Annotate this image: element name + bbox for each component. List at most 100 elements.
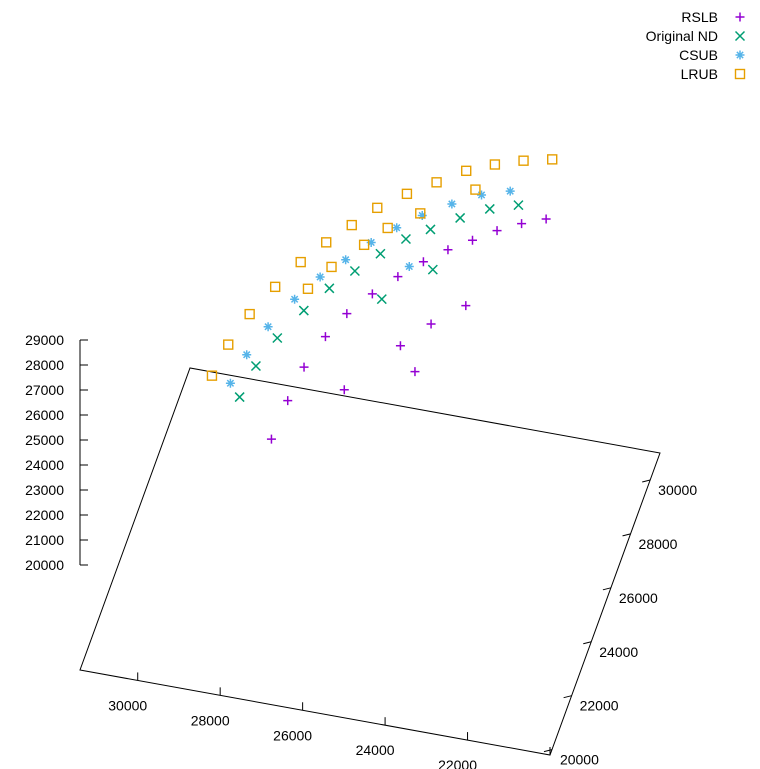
data-point — [513, 200, 524, 211]
data-point — [470, 184, 481, 195]
data-point — [375, 248, 386, 259]
data-point — [272, 332, 283, 344]
y-tick-mark — [563, 695, 572, 699]
z-tick-label: 25000 — [25, 432, 64, 448]
data-point — [358, 239, 370, 251]
data-point — [443, 245, 453, 255]
data-point — [431, 177, 442, 188]
data-point — [426, 319, 436, 329]
data-point — [489, 159, 501, 170]
data-point — [401, 188, 413, 200]
z-tick-label: 20000 — [25, 557, 64, 573]
data-point — [339, 385, 349, 395]
z-tick-label: 27000 — [25, 382, 64, 398]
y-tick-label: 22000 — [580, 698, 619, 714]
data-point — [427, 264, 438, 275]
data-point — [404, 261, 414, 271]
data-point — [321, 237, 332, 248]
z-tick-label: 29000 — [25, 332, 64, 348]
data-point — [477, 190, 487, 200]
data-point — [341, 255, 351, 265]
data-point — [392, 223, 402, 233]
data-point — [234, 392, 245, 403]
data-point — [505, 186, 515, 196]
axes-frame — [79, 340, 661, 756]
y-tick-label: 26000 — [619, 590, 658, 606]
data-point — [467, 235, 477, 245]
data-point — [484, 203, 495, 214]
data-point — [283, 396, 293, 406]
data-point — [518, 155, 529, 166]
y-tick-mark — [642, 479, 651, 483]
data-point — [547, 154, 558, 165]
z-tick-label: 22000 — [25, 507, 64, 523]
series-csub — [225, 186, 515, 388]
y-tick-label: 24000 — [599, 644, 638, 660]
data-point — [269, 281, 281, 293]
data-point — [410, 367, 420, 377]
data-point — [290, 294, 300, 304]
x-tick-label: 28000 — [191, 712, 230, 728]
data-point — [346, 219, 357, 231]
series-original-nd — [234, 200, 524, 403]
y-tick-label: 28000 — [639, 536, 678, 552]
data-point — [415, 208, 426, 219]
data-point — [395, 341, 405, 351]
data-point — [223, 339, 234, 350]
data-point — [298, 305, 309, 316]
legend-label: LRUB — [681, 66, 718, 82]
z-tick-label: 28000 — [25, 357, 64, 373]
data-point — [372, 202, 383, 214]
data-point — [242, 350, 252, 360]
data-point — [324, 283, 335, 294]
legend-marker — [735, 12, 745, 22]
x-tick-label: 26000 — [273, 727, 312, 743]
data-point — [492, 226, 502, 236]
data-point — [225, 378, 235, 388]
data-point — [295, 256, 306, 268]
data-point — [250, 360, 261, 372]
data-point — [266, 434, 276, 444]
data-point — [400, 233, 411, 245]
data-point — [263, 322, 273, 332]
z-tick-label: 24000 — [25, 457, 64, 473]
data-point — [447, 199, 457, 209]
y-tick-label: 20000 — [560, 752, 599, 768]
data-point — [418, 257, 428, 267]
data-point — [299, 362, 309, 372]
z-tick-label: 23000 — [25, 482, 64, 498]
x-tick-label: 24000 — [356, 742, 395, 758]
data-point — [302, 283, 314, 294]
z-tick-label: 21000 — [25, 532, 64, 548]
legend: RSLB Original ND CSUB LRUB — [646, 9, 746, 82]
legend-label: CSUB — [679, 47, 718, 63]
data-point — [349, 266, 360, 277]
data-point — [425, 224, 436, 235]
y-tick-label: 30000 — [658, 482, 697, 498]
y-tick-mark — [543, 749, 553, 753]
y-tick-mark — [583, 641, 592, 645]
data-point — [382, 222, 393, 234]
data-point — [367, 289, 377, 299]
data-point — [541, 214, 551, 224]
x-tick-label: 30000 — [108, 697, 147, 713]
data-point — [315, 272, 325, 282]
y-tick-mark — [602, 587, 612, 591]
tick-marks: 20000 21000 22000 23000 24000 25000 26000 27000… — [25, 332, 697, 769]
legend-label: RSLB — [681, 9, 718, 25]
series-lrub — [206, 154, 558, 381]
series-rslb — [266, 214, 551, 444]
x-tick-label: 22000 — [438, 757, 477, 769]
data-point — [342, 309, 352, 319]
data-point — [376, 294, 387, 305]
data-point — [517, 219, 527, 229]
legend-marker — [734, 30, 746, 42]
data-point — [393, 272, 403, 282]
data-point — [417, 210, 427, 220]
data-point — [366, 237, 376, 247]
z-tick-label: 26000 — [25, 407, 64, 423]
legend-marker — [734, 68, 746, 80]
legend-label: Original ND — [646, 28, 718, 44]
data-points — [206, 154, 558, 444]
data-point — [461, 165, 472, 177]
